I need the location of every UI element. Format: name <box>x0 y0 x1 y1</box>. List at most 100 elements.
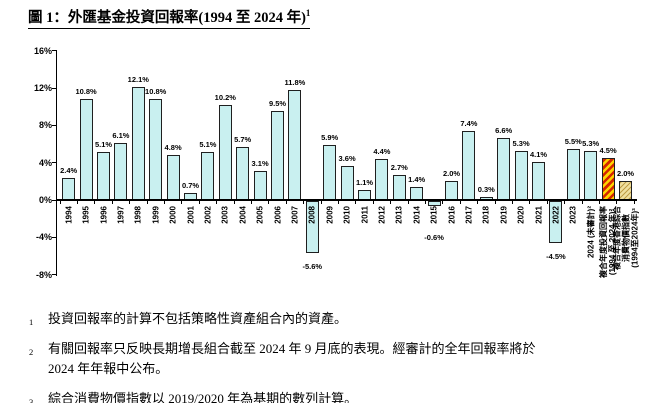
bar-value-label: 6.1% <box>112 131 130 141</box>
x-axis-tick <box>581 200 583 204</box>
bar <box>218 104 232 200</box>
x-axis-tick <box>76 200 78 204</box>
x-axis-tick <box>390 200 392 204</box>
bar-value-label: 4.4% <box>373 146 391 156</box>
bar <box>79 99 93 200</box>
footnote-3-text: 綜合消費物價指數以 2019/2020 年為基期的數列計算。 <box>48 390 358 403</box>
x-axis-label: 2010 <box>342 205 352 224</box>
bar-chart: 16% 12% 8% 4% 0% -4% -8% 2.4% 1994 10.8% 1995 5.1% 1… <box>33 46 639 280</box>
x-axis-label: 2004 <box>238 205 248 224</box>
x-axis-tick <box>459 200 461 204</box>
x-axis-tick <box>94 200 96 204</box>
bar <box>131 87 145 200</box>
bar-value-label: 12.1% <box>127 75 149 85</box>
bar-value-label: 10.8% <box>75 87 97 97</box>
bar-value-label: 10.2% <box>214 92 236 102</box>
x-axis-label: 2021 <box>534 205 543 224</box>
bar-value-label: 11.8% <box>284 77 306 87</box>
x-axis-label: 1999 <box>151 205 161 224</box>
y-axis-tick <box>51 236 56 239</box>
footnote-3: 3 綜合消費物價指數以 2019/2020 年為基期的數列計算。 <box>27 389 555 403</box>
x-axis-tick <box>198 200 200 204</box>
bar-value-label: 1.4% <box>408 174 426 184</box>
x-axis-tick <box>337 200 339 204</box>
x-axis-tick <box>564 200 566 204</box>
x-axis-tick <box>616 200 618 204</box>
footnote-1-text: 投資回報率的計算不包括策略性資產組合內的資產。 <box>48 311 348 326</box>
bar-value-label: 5.1% <box>199 140 217 150</box>
y-axis-tick <box>51 162 56 164</box>
x-axis-tick <box>268 200 270 204</box>
x-axis-tick <box>355 200 357 204</box>
x-axis-tick <box>407 200 409 204</box>
x-axis-tick <box>529 200 531 204</box>
x-axis-label: 2020 <box>516 205 526 224</box>
x-axis-label: 2019 <box>499 205 509 224</box>
x-axis-label: 複合年度香港綜合 消費物價指數 (1994至2024年)³ <box>612 205 639 270</box>
figure-title-footnote-ref: 1 <box>305 8 311 19</box>
x-axis-label: 2002 <box>203 205 213 224</box>
bar <box>201 152 215 200</box>
x-axis-tick <box>303 200 305 204</box>
x-axis-label: 2009 <box>325 205 335 224</box>
bar <box>323 144 337 200</box>
x-axis-label: 2003 <box>220 205 230 224</box>
x-axis-label: 2000 <box>168 205 178 224</box>
y-axis <box>55 50 58 276</box>
bar-value-label: 5.5% <box>564 136 582 146</box>
x-axis-label: 1997 <box>116 205 126 224</box>
x-axis-tick <box>546 200 548 204</box>
x-axis-tick <box>511 200 513 204</box>
footnote-2: 2 有關回報率只反映長期增長組合截至 2024 年 9 月底的表現。經審計的全年回… <box>27 339 555 380</box>
bar <box>427 200 441 207</box>
y-axis-label: 12% <box>33 83 52 93</box>
bar <box>584 150 598 200</box>
figure-title-text: 圖 1：外匯基金投資回報率(1994 至 2024 年) <box>28 10 306 26</box>
bar-value-label: 2.0% <box>442 169 461 179</box>
x-axis-tick <box>111 200 113 204</box>
x-axis-tick <box>163 200 165 204</box>
x-axis-label: 2008 <box>307 205 317 224</box>
footnote-2-text: 有關回報率只反映長期增長組合截至 2024 年 9 月底的表現。經審計的全年回報… <box>48 340 536 377</box>
bar-value-label: 4.8% <box>164 143 182 153</box>
bar-value-label: 4.1% <box>529 149 548 159</box>
x-axis-tick <box>424 200 426 204</box>
bar <box>532 161 545 200</box>
x-axis-label: 2018 <box>481 205 491 224</box>
x-axis-tick <box>181 200 183 204</box>
x-axis-label: 2001 <box>186 205 195 224</box>
x-axis-label: 2006 <box>273 205 282 224</box>
bar-value-label: 4.5% <box>599 146 617 155</box>
x-axis-label: 1996 <box>99 205 108 224</box>
x-axis <box>55 198 637 201</box>
bar <box>236 146 250 200</box>
bar-value-label: 3.6% <box>338 154 356 164</box>
bar-value-label: -4.5% <box>546 251 566 261</box>
bar-value-label: 2.4% <box>60 165 78 175</box>
y-axis-label: 8% <box>38 120 52 131</box>
x-axis-label: 2024 (未審計)² <box>586 205 596 258</box>
bar-value-label: 1.1% <box>355 177 374 187</box>
bar-value-label: 0.3% <box>477 185 495 195</box>
bar-value-label: 5.7% <box>234 134 252 144</box>
x-axis-tick <box>250 200 252 204</box>
y-axis-label: -8% <box>35 269 52 280</box>
x-axis-tick <box>442 200 444 204</box>
bar-value-label: 5.3% <box>512 138 530 148</box>
bar <box>62 177 76 200</box>
x-axis-tick <box>372 200 374 204</box>
bar <box>566 148 580 200</box>
x-axis-tick <box>59 200 61 204</box>
y-axis-tick <box>51 87 56 89</box>
x-axis-label: 2015 <box>429 205 439 224</box>
x-axis-label: 2007 <box>290 205 300 224</box>
bar <box>445 181 458 200</box>
footnote-1: 1 投資回報率的計算不包括策略性資產組合內的資產。 <box>27 309 555 330</box>
bar <box>253 171 267 200</box>
x-axis-label: 2016 <box>447 205 456 224</box>
footnote-3-marker: 3 <box>29 396 34 403</box>
x-axis-label: 2013 <box>394 205 404 224</box>
bar-value-label: -5.6% <box>302 262 323 272</box>
x-axis-label: 2022 <box>551 205 561 224</box>
